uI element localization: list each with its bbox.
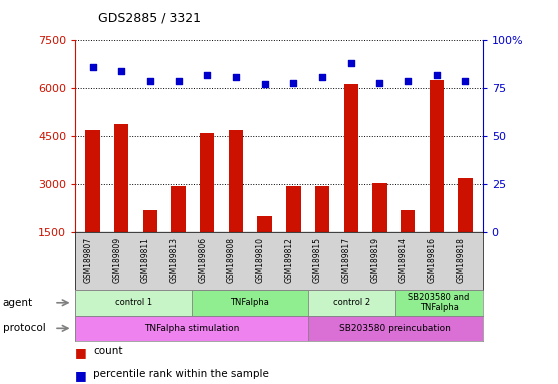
Text: GSM189807: GSM189807 <box>84 237 93 283</box>
Text: TNFalpha: TNFalpha <box>230 298 270 307</box>
Bar <box>344 84 358 232</box>
Bar <box>315 186 329 232</box>
Point <box>289 79 298 86</box>
Text: protocol: protocol <box>3 323 46 333</box>
Point <box>318 74 326 80</box>
Bar <box>200 133 214 232</box>
Point <box>146 78 155 84</box>
Text: GSM189812: GSM189812 <box>285 237 294 283</box>
Bar <box>75 316 308 341</box>
Text: agent: agent <box>3 298 33 308</box>
Text: GSM189810: GSM189810 <box>256 237 264 283</box>
Text: GSM189818: GSM189818 <box>456 237 465 283</box>
Point <box>203 72 211 78</box>
Text: GSM189815: GSM189815 <box>313 237 322 283</box>
Point <box>347 60 355 66</box>
Bar <box>143 210 157 232</box>
Bar <box>308 290 396 316</box>
Text: GSM189814: GSM189814 <box>399 237 408 283</box>
Text: GSM189811: GSM189811 <box>141 237 150 283</box>
Text: SB203580 and
TNFalpha: SB203580 and TNFalpha <box>408 293 470 313</box>
Text: GSM189809: GSM189809 <box>112 237 121 283</box>
Text: SB203580 preincubation: SB203580 preincubation <box>339 324 451 333</box>
Text: GDS2885 / 3321: GDS2885 / 3321 <box>98 12 201 25</box>
Text: percentile rank within the sample: percentile rank within the sample <box>93 369 269 379</box>
Point <box>375 79 384 86</box>
Text: GSM189806: GSM189806 <box>198 237 207 283</box>
Text: count: count <box>93 346 123 356</box>
Text: GSM189813: GSM189813 <box>170 237 179 283</box>
Text: TNFalpha stimulation: TNFalpha stimulation <box>144 324 239 333</box>
Bar <box>229 130 243 232</box>
Text: GSM189816: GSM189816 <box>428 237 437 283</box>
Point <box>117 68 126 74</box>
Bar <box>114 124 128 232</box>
Text: control 1: control 1 <box>115 298 152 307</box>
Point <box>403 78 412 84</box>
Bar <box>192 290 308 316</box>
Text: GSM189808: GSM189808 <box>227 237 236 283</box>
Bar <box>75 290 192 316</box>
Bar <box>396 290 483 316</box>
Point <box>174 78 183 84</box>
Point <box>88 64 97 70</box>
Point <box>260 81 269 88</box>
Bar <box>257 216 272 232</box>
Bar <box>401 210 415 232</box>
Bar <box>372 183 387 232</box>
Bar <box>286 186 301 232</box>
Text: GSM189817: GSM189817 <box>341 237 351 283</box>
Point <box>432 72 441 78</box>
Bar <box>458 178 473 232</box>
Bar <box>308 316 483 341</box>
Text: control 2: control 2 <box>333 298 371 307</box>
Bar <box>171 186 186 232</box>
Text: ■: ■ <box>75 369 87 382</box>
Bar <box>85 130 100 232</box>
Bar <box>430 80 444 232</box>
Text: GSM189819: GSM189819 <box>371 237 379 283</box>
Text: ■: ■ <box>75 346 87 359</box>
Point <box>232 74 240 80</box>
Point <box>461 78 470 84</box>
